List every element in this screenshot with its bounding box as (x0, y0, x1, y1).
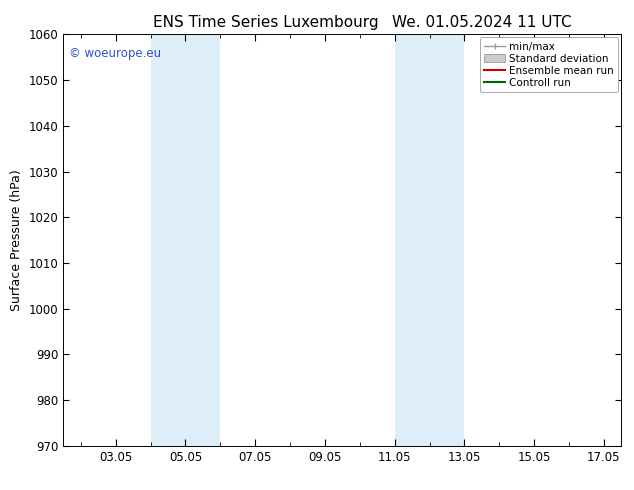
Bar (150, 34, 185, 446)
Text: © woeurope.eu: © woeurope.eu (69, 47, 161, 60)
Text: ENS Time Series Luxembourg: ENS Time Series Luxembourg (153, 15, 379, 30)
Legend: min/max, Standard deviation, Ensemble mean run, Controll run: min/max, Standard deviation, Ensemble me… (480, 37, 618, 92)
Bar (185, 34, 221, 446)
Bar (394, 34, 430, 446)
Y-axis label: Surface Pressure (hPa): Surface Pressure (hPa) (10, 169, 23, 311)
Text: We. 01.05.2024 11 UTC: We. 01.05.2024 11 UTC (392, 15, 572, 30)
Bar (429, 34, 464, 446)
